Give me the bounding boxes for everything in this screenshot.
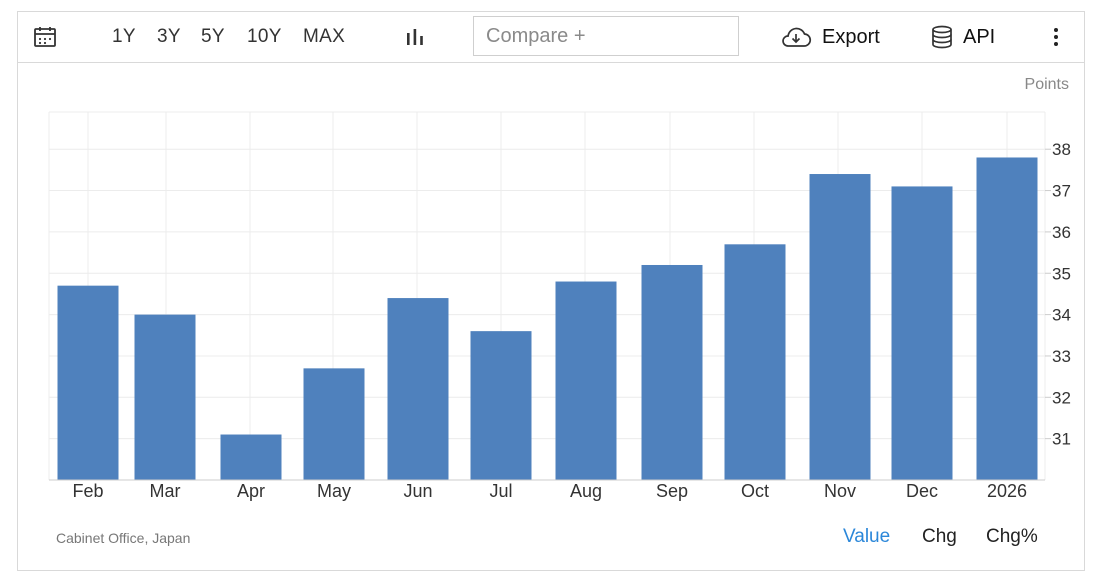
range-1y-button[interactable]: 1Y bbox=[112, 26, 136, 47]
units-label: Points bbox=[1024, 76, 1069, 93]
tab-value[interactable]: Value bbox=[843, 526, 891, 547]
api-label: API bbox=[963, 25, 996, 48]
cloud-download-icon bbox=[782, 27, 812, 47]
source-label: Cabinet Office, Japan bbox=[56, 530, 191, 546]
bar-chart-icon[interactable] bbox=[405, 11, 425, 63]
chart-card bbox=[17, 11, 1085, 571]
range-5y-button[interactable]: 5Y bbox=[201, 26, 225, 47]
export-label: Export bbox=[822, 25, 880, 48]
tab-chg[interactable]: Chg bbox=[922, 526, 957, 547]
range-10y-button[interactable]: 10Y bbox=[247, 26, 282, 47]
vertical-ellipsis-icon[interactable] bbox=[1052, 11, 1060, 63]
database-icon bbox=[932, 25, 952, 49]
export-button[interactable]: Export bbox=[780, 11, 880, 63]
range-3y-button[interactable]: 3Y bbox=[157, 26, 181, 47]
chart-toolbar: 1Y 3Y 5Y 10Y MAX Export API bbox=[17, 11, 1085, 63]
calendar-icon[interactable] bbox=[33, 11, 57, 63]
range-max-button[interactable]: MAX bbox=[303, 26, 346, 47]
api-button[interactable]: API bbox=[931, 11, 995, 63]
compare-input[interactable] bbox=[473, 16, 739, 56]
tab-chg-percent[interactable]: Chg% bbox=[986, 526, 1038, 547]
